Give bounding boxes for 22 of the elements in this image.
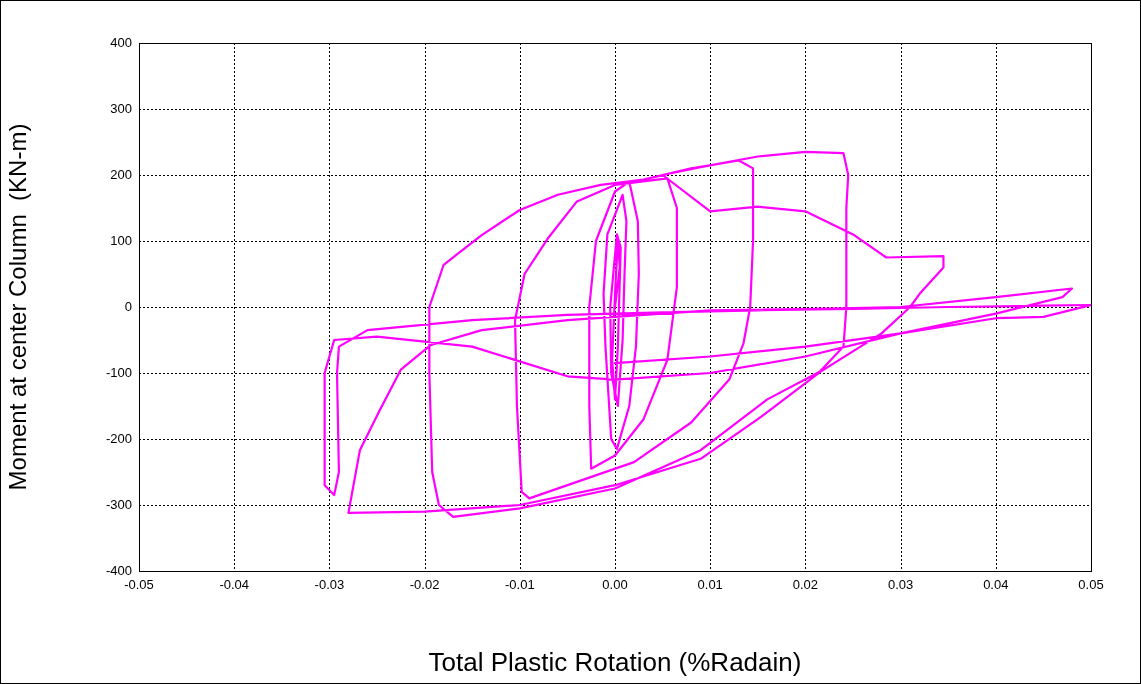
x-tick-label: -0.04 [219, 577, 250, 593]
x-tick-label: -0.02 [409, 577, 440, 593]
x-tick-label: -0.03 [314, 577, 345, 593]
x-tick-label: -0.01 [504, 577, 535, 593]
y-tick-label: -100 [105, 364, 132, 380]
x-tick-label: 0.03 [887, 577, 914, 593]
y-tick-label: 400 [110, 34, 132, 50]
y-tick-label: -300 [105, 496, 132, 512]
y-tick-label: 300 [110, 100, 132, 116]
y-tick-label: -400 [105, 562, 132, 578]
x-tick-label: 0.01 [697, 577, 723, 593]
y-tick-label: -200 [105, 430, 132, 446]
x-tick-label: 0.04 [983, 577, 1009, 593]
x-tick-label: 0.02 [792, 577, 819, 593]
y-tick-label: 0 [124, 298, 132, 314]
y-tick-label: 100 [110, 232, 132, 248]
y-tick-label: 200 [110, 166, 132, 182]
x-tick-label: 0.05 [1078, 577, 1104, 593]
y-axis-title: Moment at center Column (KN-m) [4, 123, 32, 491]
x-axis-title: Total Plastic Rotation (%Radain) [428, 646, 802, 677]
x-tick-label: 0.00 [602, 577, 628, 593]
x-tick-label: -0.05 [124, 577, 154, 593]
